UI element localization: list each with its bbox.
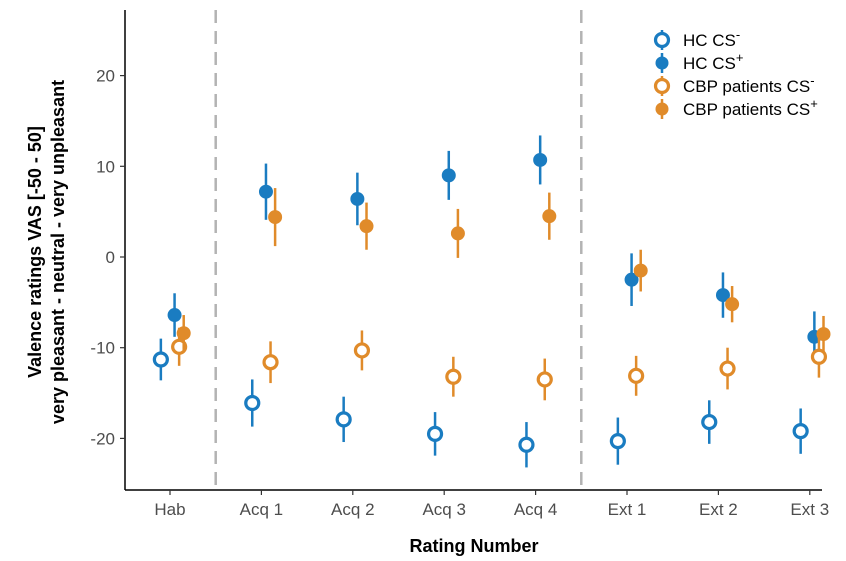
x-axis-title: Rating Number: [409, 536, 538, 556]
y-axis-title-line1: Valence ratings VAS [-50 - 50]: [25, 126, 45, 378]
data-point-filled: [725, 297, 740, 312]
data-point-filled: [633, 263, 648, 278]
data-point-filled: [350, 191, 365, 206]
data-point-open: [792, 423, 809, 440]
legend-label: CBP patients CS+: [683, 96, 818, 119]
data-point-open: [810, 348, 828, 365]
data-point-open: [701, 413, 718, 431]
data-point-open: [353, 342, 371, 359]
x-tick-label: Acq 2: [331, 500, 374, 519]
legend-key-filled: [655, 102, 669, 116]
y-axis: -20 -10 0 10 20: [90, 10, 126, 490]
data-point-filled: [715, 288, 730, 303]
data-point-filled: [268, 210, 283, 225]
data-point-filled: [167, 308, 182, 323]
data-point-filled: [258, 184, 273, 199]
x-tick-label: Ext 3: [790, 500, 829, 519]
y-tick-label: -10: [90, 339, 115, 358]
data-point-open: [426, 425, 444, 442]
x-tick-label: Acq 1: [240, 500, 283, 519]
data-marks: [152, 135, 831, 468]
data-point-filled: [450, 226, 465, 241]
legend-key-open: [653, 31, 671, 49]
data-point-open: [518, 436, 535, 453]
data-point-filled: [542, 209, 557, 224]
data-point-open: [262, 354, 279, 371]
data-point-filled: [441, 168, 456, 183]
legend-label: CBP patients CS-: [683, 73, 815, 96]
y-tick-label: 10: [96, 157, 115, 176]
legend-key-open: [653, 77, 671, 95]
data-point-open: [628, 367, 645, 384]
data-point-open: [445, 368, 462, 385]
x-axis: Hab Acq 1 Acq 2 Acq 3 Acq 4 Ext 1 Ext 2 Ext 3: [125, 489, 829, 519]
data-point-open: [152, 351, 169, 368]
x-tick-label: Ext 1: [608, 500, 647, 519]
data-point-open: [244, 394, 261, 412]
data-point-filled: [624, 272, 639, 287]
data-point-open: [609, 433, 626, 450]
phase-dividers: [214, 10, 583, 490]
y-axis-title-line2: very pleasant - neutral - very unpleasan…: [48, 80, 68, 424]
data-point-open: [171, 338, 188, 355]
legend-label: HC CS+: [683, 50, 744, 73]
x-tick-label: Acq 3: [422, 500, 465, 519]
data-point-open: [719, 360, 736, 377]
x-tick-label: Acq 4: [514, 500, 557, 519]
data-point-filled: [533, 152, 548, 167]
y-tick-label: -20: [90, 429, 115, 448]
y-tick-label: 20: [96, 67, 115, 86]
data-point-filled: [359, 219, 374, 234]
data-point-open: [536, 371, 553, 388]
legend-label: HC CS-: [683, 27, 740, 50]
data-point-open: [335, 411, 352, 428]
legend: HC CS-HC CS+CBP patients CS-CBP patients…: [653, 27, 818, 119]
legend-key-filled: [655, 56, 669, 70]
data-point-filled: [176, 326, 191, 341]
x-tick-label: Ext 2: [699, 500, 738, 519]
data-point-filled: [816, 327, 831, 342]
x-tick-label: Hab: [154, 500, 185, 519]
y-tick-label: 0: [106, 248, 115, 267]
